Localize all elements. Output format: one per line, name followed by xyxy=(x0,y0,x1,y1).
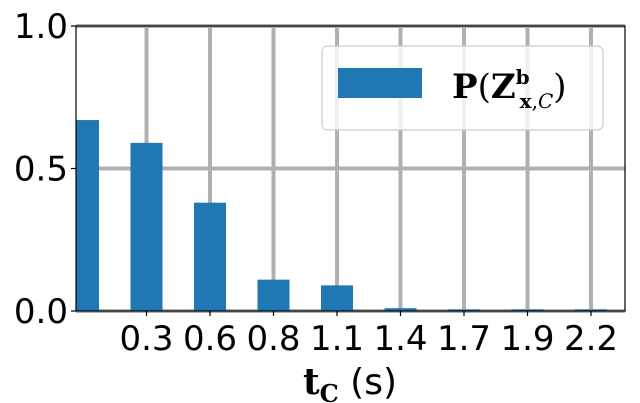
x-tick-label: 1.1 xyxy=(310,319,364,359)
legend-swatch xyxy=(338,68,422,98)
legend-label: P(Zb x,C) xyxy=(452,65,567,113)
x-tick-label: 1.7 xyxy=(437,319,491,359)
y-tick-label: 1.0 xyxy=(14,7,68,47)
x-tick-label: 1.9 xyxy=(500,319,554,359)
bar xyxy=(321,285,353,311)
x-tick-label: 0.3 xyxy=(119,319,173,359)
bar xyxy=(194,202,226,311)
x-tick-label: 2.2 xyxy=(564,319,618,359)
bar xyxy=(130,142,163,311)
x-tick-labels: 0.3 0.6 0.8 1.1 1.4 1.7 1.9 2.2 xyxy=(119,311,618,359)
x-axis-label: tC (s) xyxy=(303,361,397,403)
bar xyxy=(448,309,480,311)
bar xyxy=(511,309,544,311)
bar xyxy=(257,279,290,311)
x-tick-label: 0.8 xyxy=(246,319,300,359)
y-tick-labels: 0.0 0.5 1.0 xyxy=(14,7,76,332)
y-tick-label: 0.5 xyxy=(14,150,68,190)
bar xyxy=(384,308,417,311)
bars xyxy=(76,120,607,311)
legend-box xyxy=(321,45,604,131)
x-tick-label: 0.6 xyxy=(183,319,237,359)
y-tick-label: 0.0 xyxy=(14,292,68,332)
bar xyxy=(575,309,607,311)
bar xyxy=(76,120,99,311)
legend: P(Zb x,C) xyxy=(321,45,604,131)
x-tick-label: 1.4 xyxy=(373,319,427,359)
